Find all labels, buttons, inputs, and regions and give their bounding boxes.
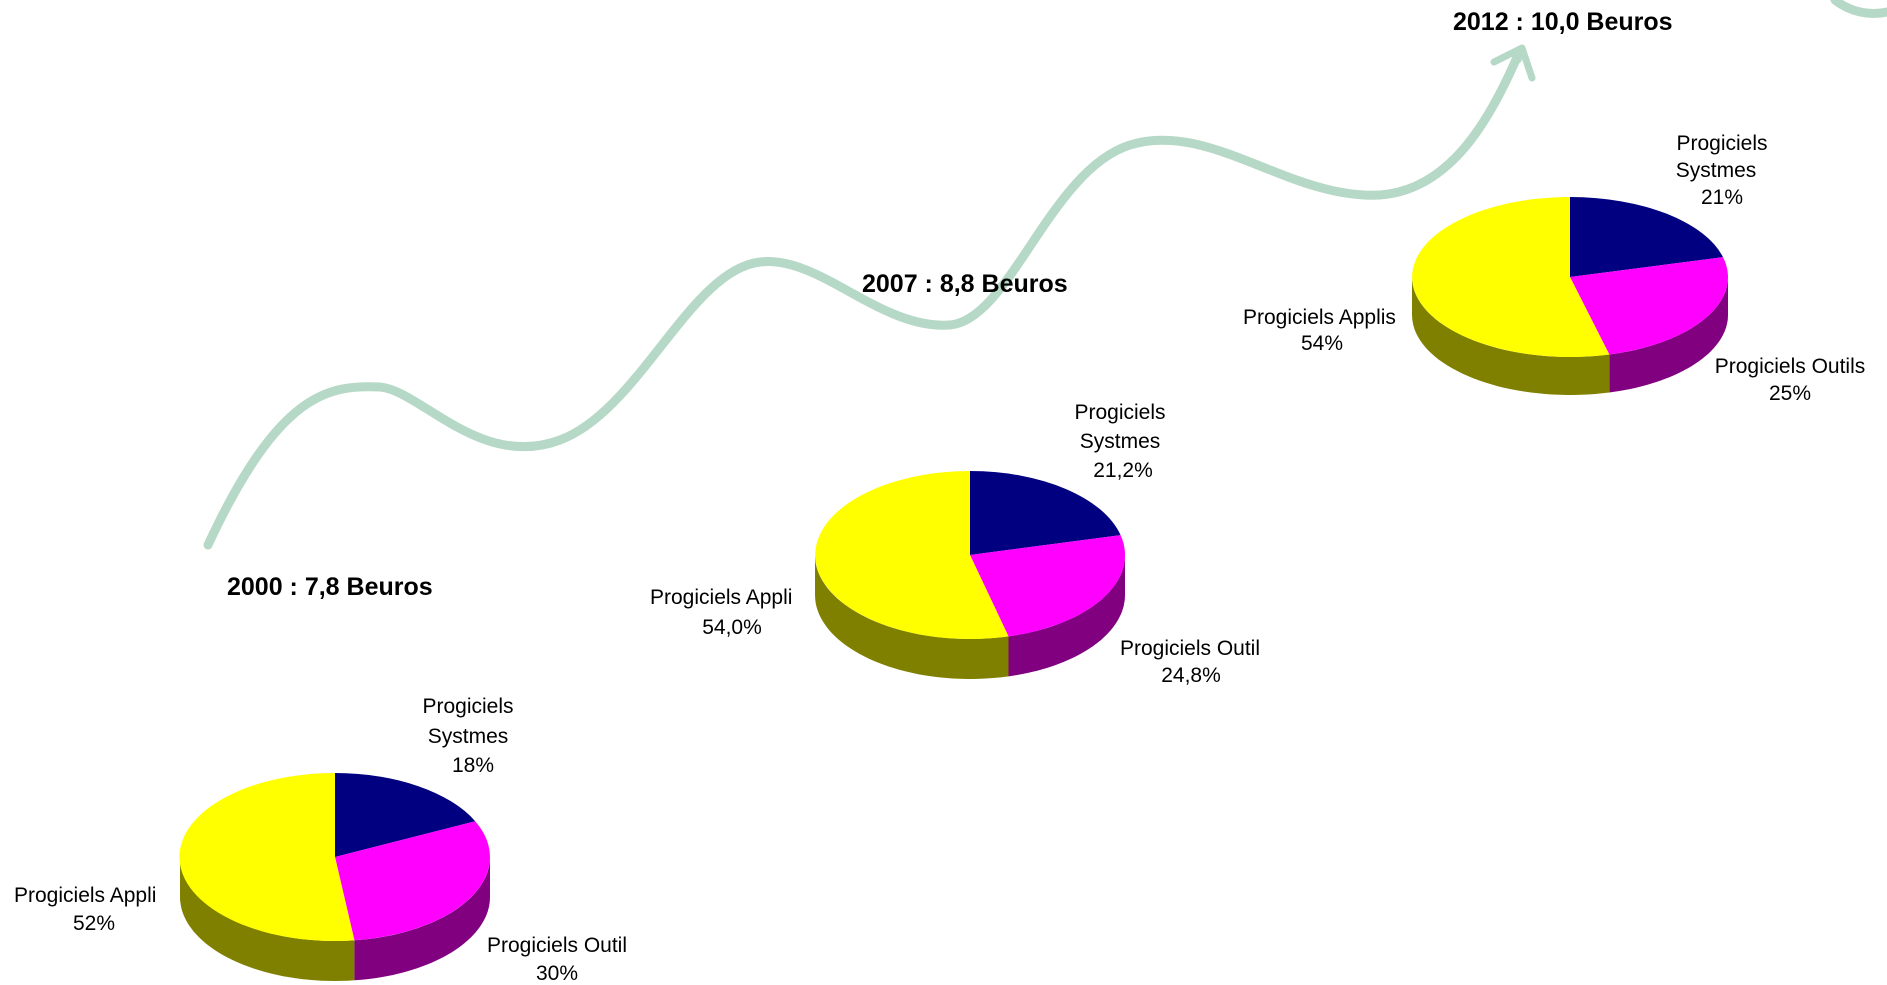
pie-2012-labels: Progiciels Systmes 21% Progiciels Outils… (1243, 132, 1865, 405)
chart-title-2007: 2007 : 8,8 Beuros (862, 270, 1068, 298)
label-systemes-line2: Systmes (1676, 159, 1757, 182)
label-outils: Progiciels Outil (487, 934, 627, 957)
chart-title-2000: 2000 : 7,8 Beuros (227, 573, 433, 601)
label-outils-value: 24,8% (1161, 664, 1221, 687)
pie-slice-systemes (1570, 197, 1723, 277)
pie-slice-applis (179, 772, 355, 941)
label-outils-value: 25% (1769, 382, 1811, 405)
label-systemes-line1: Progiciels (1676, 132, 1767, 155)
pie-side-outils (354, 857, 490, 981)
label-systemes-line1: Progiciels (1074, 401, 1165, 424)
trend-arrow (203, 50, 1523, 550)
pie-slice-applis (815, 471, 1009, 639)
pie-slice-systemes (970, 471, 1121, 555)
label-applis-value: 52% (73, 912, 115, 935)
chart-title-2012: 2012 : 10,0 Beuros (1453, 8, 1673, 36)
trend-arrowhead-icon (1490, 44, 1536, 82)
label-systemes-value: 21,2% (1093, 459, 1153, 482)
label-systemes-line1: Progiciels (422, 695, 513, 718)
pie-slice-outils (1570, 257, 1728, 355)
pie-side-outils (1008, 555, 1125, 677)
pie-side-applis (815, 555, 1009, 679)
label-applis-value: 54% (1301, 332, 1343, 355)
label-applis: Progiciels Applis (1243, 306, 1396, 329)
pie-side-outils (1609, 277, 1728, 393)
pie-side-applis (1412, 277, 1610, 395)
label-systemes-value: 18% (452, 754, 494, 777)
pie-slice-applis (1412, 197, 1610, 357)
label-systemes-value: 21% (1701, 186, 1743, 209)
label-applis-value: 54,0% (702, 616, 762, 639)
label-applis: Progiciels Appli (14, 884, 156, 907)
pie-slice-systemes (335, 773, 476, 857)
pie-slice-outils (970, 535, 1126, 637)
pie-2000-labels: Progiciels Systmes 18% Progiciels Outil … (14, 695, 627, 985)
label-systemes-line2: Systmes (1080, 430, 1161, 453)
pie-side-applis (180, 857, 355, 981)
label-systemes-line2: Systmes (428, 725, 509, 748)
pie-2000 (179, 772, 490, 981)
label-outils-value: 30% (536, 962, 578, 985)
label-outils: Progiciels Outils (1715, 355, 1866, 378)
pie-2012 (1412, 197, 1728, 395)
label-outils: Progiciels Outil (1120, 637, 1260, 660)
trend-tail-right (1830, 0, 1887, 18)
pie-slice-outils (335, 821, 490, 941)
label-applis: Progiciels Appli (650, 586, 792, 609)
pie-2007-labels: Progiciels Systmes 21,2% Progiciels Outi… (650, 401, 1260, 687)
pie-2007 (815, 471, 1126, 679)
